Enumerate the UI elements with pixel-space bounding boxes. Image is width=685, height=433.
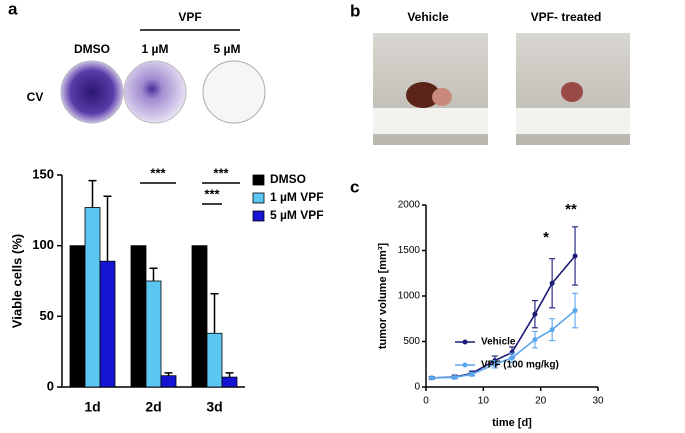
panel-label: a bbox=[8, 0, 18, 18]
y-tick-label: 50 bbox=[40, 308, 54, 323]
point bbox=[532, 311, 538, 317]
significance: *** bbox=[204, 186, 220, 201]
panel-label: c bbox=[350, 177, 359, 196]
significance: ** bbox=[565, 201, 577, 218]
significance: *** bbox=[150, 165, 166, 180]
legend-label: Vehicle bbox=[481, 337, 516, 348]
plate bbox=[60, 60, 124, 124]
photo bbox=[516, 33, 630, 145]
point bbox=[429, 375, 435, 381]
error-bar bbox=[103, 195, 112, 262]
error-bar bbox=[149, 267, 158, 281]
legend-marker bbox=[462, 362, 468, 368]
legend-label: VPF (100 mg/kg) bbox=[481, 360, 559, 371]
x-tick-label: 1d bbox=[84, 399, 100, 415]
error-bar bbox=[210, 292, 219, 334]
y-tick-label: 1000 bbox=[398, 291, 421, 302]
point bbox=[572, 308, 578, 314]
x-tick-label: 30 bbox=[592, 396, 604, 407]
panel-label: b bbox=[350, 1, 360, 20]
legend-marker bbox=[462, 339, 468, 345]
column-label: 1 µM bbox=[142, 42, 169, 56]
x-tick-label: 3d bbox=[206, 399, 222, 415]
group-label: VPF bbox=[178, 10, 201, 24]
row-label: CV bbox=[27, 90, 44, 104]
y-tick-label: 1500 bbox=[398, 245, 421, 256]
legend-swatch bbox=[252, 210, 265, 222]
legend-label: 5 µM VPF bbox=[270, 208, 324, 222]
bar bbox=[84, 207, 101, 388]
error-bar bbox=[88, 179, 97, 208]
significance: *** bbox=[213, 165, 229, 180]
bar bbox=[206, 332, 223, 388]
y-tick-label: 150 bbox=[32, 166, 54, 181]
point bbox=[492, 361, 498, 367]
legend-swatch bbox=[252, 174, 265, 186]
y-tick-label: 0 bbox=[414, 382, 420, 393]
point bbox=[572, 253, 578, 259]
photo-label: VPF- treated bbox=[531, 10, 602, 24]
y-axis-label: tumor volume [mm³] bbox=[377, 242, 389, 349]
bar bbox=[130, 245, 147, 388]
x-tick-label: 10 bbox=[478, 396, 490, 407]
y-tick-label: 2000 bbox=[398, 200, 421, 211]
x-tick-label: 2d bbox=[145, 399, 161, 415]
x-tick-label: 0 bbox=[423, 396, 429, 407]
y-tick-label: 500 bbox=[403, 336, 420, 347]
bar bbox=[99, 260, 116, 388]
x-axis-label: time [d] bbox=[492, 417, 532, 429]
bar bbox=[160, 375, 177, 388]
series-line bbox=[431, 309, 576, 379]
bar bbox=[145, 280, 162, 388]
point bbox=[452, 374, 458, 380]
point bbox=[509, 355, 515, 361]
bar bbox=[69, 245, 86, 388]
bar bbox=[221, 376, 238, 388]
photo bbox=[373, 33, 488, 145]
x-tick-label: 20 bbox=[535, 396, 547, 407]
bar bbox=[191, 245, 208, 388]
column-label: DMSO bbox=[74, 42, 110, 56]
point bbox=[549, 327, 555, 333]
significance: * bbox=[543, 229, 549, 246]
point bbox=[549, 280, 555, 286]
y-axis-label: Viable cells (%) bbox=[9, 234, 24, 328]
plate bbox=[202, 60, 266, 124]
legend-label: 1 µM VPF bbox=[270, 190, 324, 204]
legend-swatch bbox=[252, 192, 265, 204]
legend-label: DMSO bbox=[270, 172, 306, 186]
point bbox=[469, 371, 475, 377]
error-bar bbox=[164, 372, 173, 376]
y-tick-label: 0 bbox=[47, 378, 54, 393]
point bbox=[532, 337, 538, 343]
photo-label: Vehicle bbox=[407, 10, 449, 24]
y-tick-label: 100 bbox=[32, 237, 54, 252]
plate bbox=[123, 60, 187, 124]
column-label: 5 µM bbox=[214, 42, 241, 56]
error-bar bbox=[225, 372, 234, 378]
